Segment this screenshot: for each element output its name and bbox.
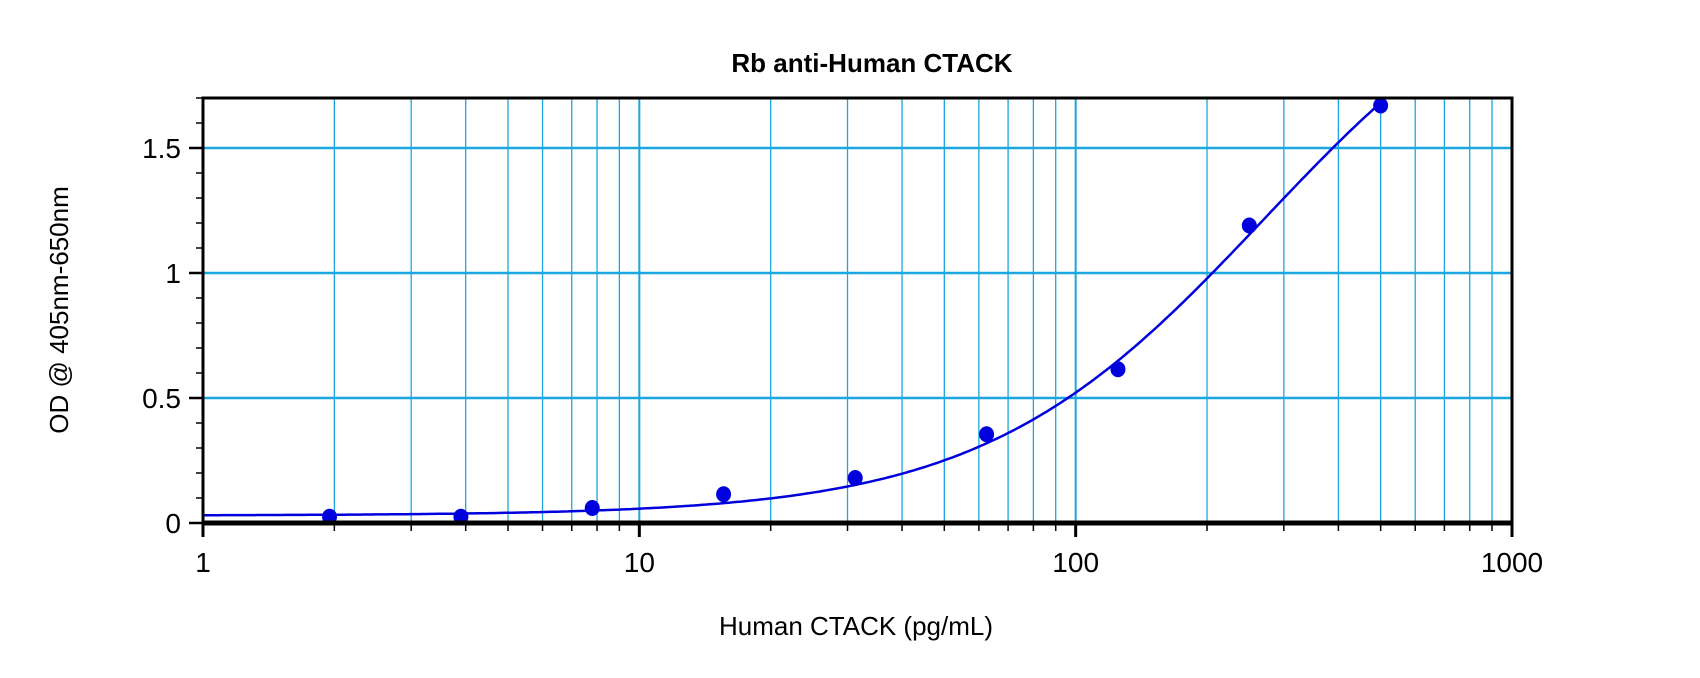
data-point <box>979 426 995 443</box>
x-tick-label: 1 <box>195 547 211 578</box>
y-tick-label: 1.5 <box>142 133 181 164</box>
fit-curve <box>203 101 1382 517</box>
plot-frame <box>201 96 1514 525</box>
data-point <box>847 470 863 486</box>
x-tick-labels: 1 10 100 1000 <box>195 547 1543 578</box>
axes <box>189 96 1514 537</box>
data-point <box>1241 217 1257 234</box>
y-axis-label: OD @ 405nm-650nm <box>44 186 74 434</box>
x-axis-label: Human CTACK (pg/mL) <box>719 611 993 641</box>
x-tick-label: 100 <box>1052 547 1099 578</box>
y-tick-label: 0.5 <box>142 383 181 414</box>
data-point <box>1373 97 1389 114</box>
data-point <box>1110 361 1126 378</box>
fit-curve-group <box>203 101 1382 517</box>
y-tick-label: 0 <box>165 508 181 539</box>
grid <box>203 98 1512 523</box>
data-points <box>322 97 1389 525</box>
chart-title: Rb anti-Human CTACK <box>731 48 1012 78</box>
data-point <box>584 500 600 516</box>
x-tick-label: 1000 <box>1481 547 1543 578</box>
data-point <box>716 486 732 503</box>
y-tick-label: 1 <box>165 258 181 289</box>
y-tick-labels: 0 0.5 1 1.5 <box>142 133 181 539</box>
x-tick-label: 10 <box>624 547 655 578</box>
